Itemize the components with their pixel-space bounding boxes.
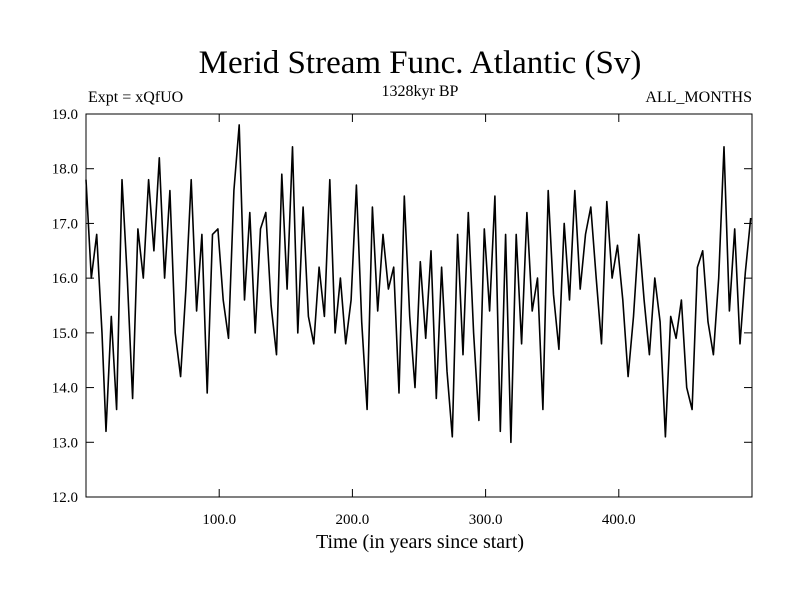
y-tick-label: 12.0 (52, 490, 78, 506)
chart-title: Merid Stream Func. Atlantic (Sv) (199, 45, 642, 81)
x-tick-label: 400.0 (602, 512, 636, 528)
y-tick-label: 18.0 (52, 162, 78, 178)
y-tick-label: 16.0 (52, 271, 78, 287)
x-tick-label: 200.0 (336, 512, 370, 528)
y-tick-label: 15.0 (52, 326, 78, 342)
experiment-label: Expt = xQfUO (88, 89, 183, 106)
y-tick-label: 19.0 (52, 107, 78, 123)
x-axis: 100.0 200.0 300.0 400.0 (202, 114, 636, 528)
series-line (85, 124, 752, 444)
period-label: 1328kyr BP (382, 83, 459, 100)
plot-frame (85, 113, 753, 498)
y-tick-label: 13.0 (52, 435, 78, 451)
x-tick-label: 100.0 (202, 512, 236, 528)
y-tick-label: 17.0 (52, 216, 78, 232)
y-tick-label: 14.0 (52, 381, 78, 397)
y-axis: 12.0 13.0 14.0 15.0 16.0 17.0 18.0 19.0 (52, 107, 752, 506)
x-tick-label: 300.0 (469, 512, 503, 528)
months-label: ALL_MONTHS (645, 89, 752, 106)
x-axis-label: Time (in years since start) (316, 531, 524, 553)
